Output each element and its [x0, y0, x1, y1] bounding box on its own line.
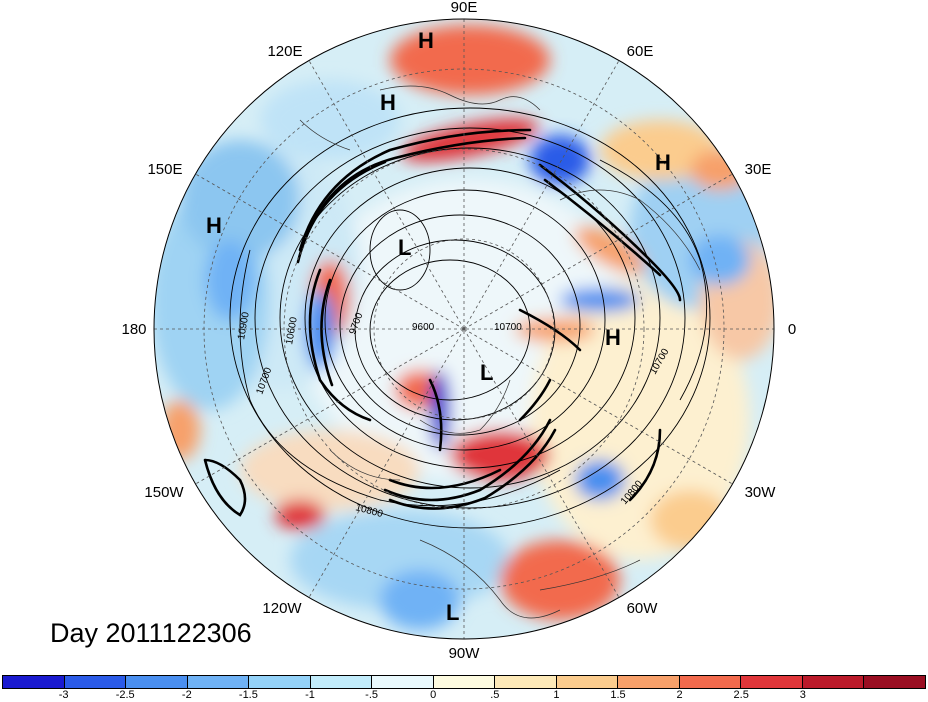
contour-label: 10600: [284, 316, 300, 346]
lon-label-90w: 90W: [449, 645, 481, 662]
high-center: H: [418, 28, 434, 53]
colorbar-bin: [864, 676, 925, 688]
longitude-labels: 90E 60E 30E 0 30W 60W 90W 120W 150W 180 …: [121, 0, 796, 662]
pressure-centers: H H H H H L L L: [206, 28, 671, 625]
colorbar-tick-label: 1.5: [610, 689, 626, 701]
colorbar-tick-label: -2: [181, 689, 192, 701]
lon-label-60e: 60E: [627, 43, 654, 60]
colorbar-tick-label: 2: [676, 689, 683, 701]
colorbar-tick-label: 2.5: [733, 689, 749, 701]
high-center: H: [206, 213, 222, 238]
colorbar-tick-label: -3: [58, 689, 69, 701]
low-center: L: [398, 235, 411, 260]
contour-label: 9600: [412, 322, 435, 333]
colorbar-bin: [3, 676, 65, 688]
contour-label: 10700: [494, 322, 522, 333]
colorbar-tick-label: 0: [430, 689, 437, 701]
colorbar-bin: [741, 676, 803, 688]
high-center: H: [655, 150, 671, 175]
colorbar-tick-label: -1: [305, 689, 315, 701]
contour-label: 10900: [236, 311, 252, 341]
colorbar-tick-label: -.5: [365, 689, 379, 701]
lon-label-30w: 30W: [745, 484, 777, 501]
colorbar-tick-label: 3: [799, 689, 806, 701]
colorbar-bin: [556, 676, 619, 688]
colorbar-tick-label: 1: [553, 689, 560, 701]
colorbar-bin: [64, 676, 127, 688]
low-center: L: [480, 360, 493, 385]
map-field: [154, 19, 774, 639]
lon-label-150e: 150E: [147, 161, 182, 178]
colorbar-bin: [433, 676, 496, 688]
lon-label-0: 0: [788, 321, 796, 338]
colorbar-ticks: -3 -2.5 -2 -1.5 -1 -.5 0 .5 1 1.5 2 2.5 3: [2, 689, 926, 702]
lon-label-60w: 60W: [627, 600, 659, 617]
low-center: L: [446, 600, 459, 625]
colorbar-bin: [249, 676, 311, 688]
high-center: H: [380, 90, 396, 115]
map-boundary: [153, 18, 775, 640]
colorbar-bin: [679, 676, 742, 688]
lon-label-120w: 120W: [262, 600, 302, 617]
lon-label-90e: 90E: [451, 0, 478, 16]
lon-label-120e: 120E: [267, 43, 302, 60]
colorbar-bin: [372, 676, 434, 688]
lon-label-30e: 30E: [745, 161, 772, 178]
colorbar-bin: [187, 676, 250, 688]
colorbar: [2, 675, 926, 689]
colorbar-bin: [618, 676, 680, 688]
date-title: Day 2011122306: [50, 618, 252, 648]
colorbar-bin: [802, 676, 865, 688]
colorbar-tick-label: -2.5: [115, 689, 135, 701]
colorbar-bin: [310, 676, 373, 688]
lon-label-180: 180: [121, 321, 146, 338]
lon-label-150w: 150W: [144, 484, 184, 501]
colorbar-tick-label: -1.5: [238, 689, 258, 701]
high-center: H: [605, 325, 621, 350]
colorbar-bin: [495, 676, 557, 688]
colorbar-tick-label: .5: [490, 689, 500, 701]
colorbar-bin: [126, 676, 188, 688]
